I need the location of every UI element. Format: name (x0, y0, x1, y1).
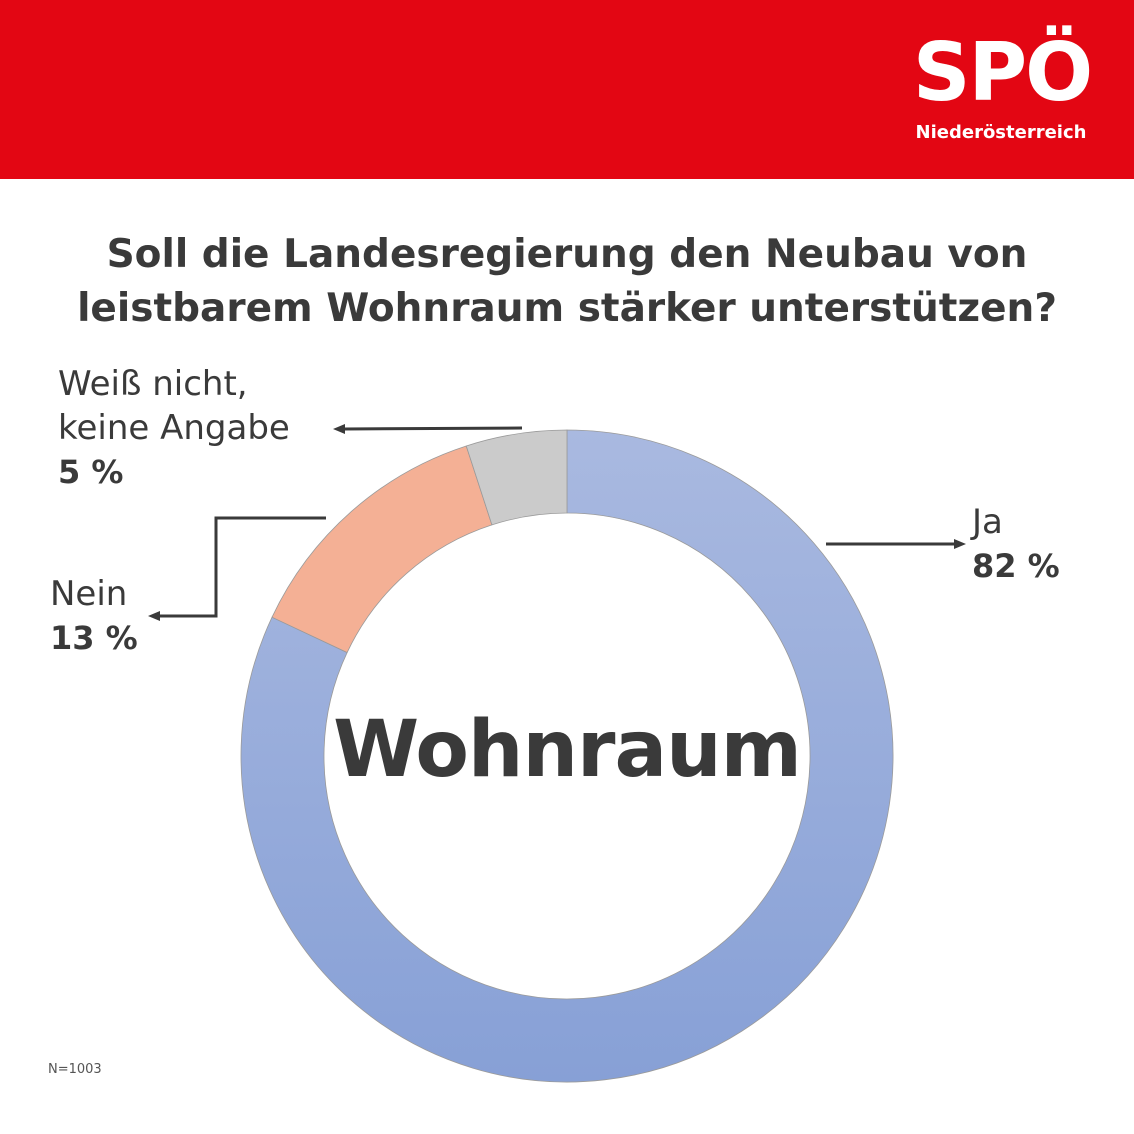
leader-line-weiss-nicht (343, 426, 523, 431)
donut-slices (240, 429, 894, 1083)
leader-line-nein (160, 516, 326, 618)
slice-label-nein-value: 13 % (50, 619, 138, 657)
slice-label-nein: Nein 13 % (50, 572, 138, 660)
brand-region: Niederösterreich (915, 122, 1087, 143)
slice-label-weiss-nicht-line-1: Weiß nicht, (58, 364, 248, 404)
slice-label-ja-value: 82 % (972, 547, 1060, 585)
brand-logo: SPÖ (912, 26, 1093, 119)
chart-title-line-1: Soll die Landesregierung den Neubau von (106, 232, 1028, 277)
slice-label-weiss-nicht: Weiß nicht, keine Angabe 5 % (58, 362, 290, 494)
slice-label-ja: Ja 82 % (972, 500, 1060, 588)
arrowhead-ja (954, 539, 966, 549)
leader-lines (148, 424, 966, 621)
header-bar: SPÖ Niederösterreich (0, 0, 1134, 179)
center-label: Wohnraum (333, 705, 802, 795)
chart-title: Soll die Landesregierung den Neubau von … (0, 228, 1134, 336)
sample-size: N=1003 (48, 1062, 102, 1077)
donut-slice-nein (271, 445, 493, 654)
arrowhead-nein (148, 611, 160, 621)
donut-slice-weiss-nicht (465, 429, 568, 526)
slice-label-weiss-nicht-value: 5 % (58, 453, 124, 491)
slice-label-nein-name: Nein (50, 574, 128, 614)
slice-label-ja-name: Ja (972, 502, 1003, 542)
donut-slice-ja (240, 429, 894, 1083)
slice-label-weiss-nicht-line-2: keine Angabe (58, 408, 290, 448)
chart-title-line-2: leistbarem Wohnraum stärker unterstützen… (77, 286, 1057, 331)
arrowhead-weiss-nicht (333, 424, 345, 434)
